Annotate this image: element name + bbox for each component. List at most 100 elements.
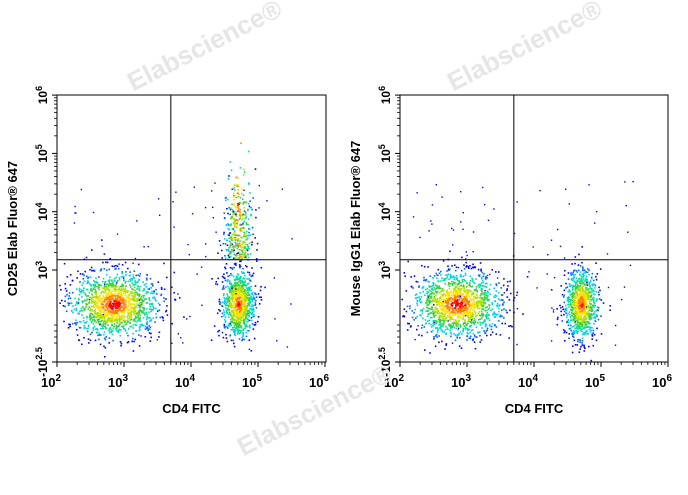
data-point [244, 247, 246, 249]
data-point [149, 317, 151, 319]
data-point [228, 224, 230, 226]
data-point [237, 254, 239, 256]
data-point [568, 306, 570, 308]
data-point [569, 291, 571, 293]
data-point [453, 294, 455, 296]
data-point [582, 266, 584, 268]
data-point [463, 330, 465, 332]
data-point [240, 309, 242, 311]
data-point [244, 339, 246, 341]
data-point [447, 292, 449, 294]
data-point [247, 250, 249, 252]
data-point [139, 294, 141, 296]
data-point [101, 321, 103, 323]
data-point [243, 202, 245, 204]
data-point [89, 297, 91, 299]
data-point [429, 302, 431, 304]
data-point [422, 325, 424, 327]
data-point [432, 325, 434, 327]
data-point [130, 304, 132, 306]
data-point [247, 319, 249, 321]
data-point [595, 321, 597, 323]
data-point [131, 298, 133, 300]
data-point [123, 305, 125, 307]
data-point [452, 298, 454, 300]
data-point [580, 265, 582, 267]
data-point [575, 285, 577, 287]
data-point [579, 274, 581, 276]
data-point [441, 299, 443, 301]
data-point [91, 249, 93, 251]
data-point [430, 293, 432, 295]
data-point [560, 311, 562, 313]
data-point [223, 288, 225, 290]
data-point [233, 276, 235, 278]
data-point [91, 270, 93, 272]
data-point [125, 301, 127, 303]
data-point [178, 333, 179, 334]
data-point [236, 255, 238, 257]
data-point [114, 281, 116, 283]
data-point [81, 292, 83, 294]
data-point [108, 342, 110, 344]
x-tick-label: 106 [309, 373, 329, 390]
data-point [448, 278, 450, 280]
data-point [457, 326, 459, 328]
data-point [242, 296, 244, 298]
data-point [471, 317, 473, 319]
data-point [577, 320, 579, 322]
data-point [243, 256, 245, 258]
data-point [429, 313, 431, 315]
data-point [97, 335, 99, 337]
data-point [577, 289, 579, 291]
data-point [588, 274, 590, 276]
data-point [234, 204, 236, 206]
data-point [230, 283, 232, 285]
data-point [89, 306, 91, 308]
data-point [230, 161, 232, 163]
data-point [459, 309, 461, 311]
data-point [222, 306, 224, 308]
data-point [432, 323, 434, 325]
data-point [474, 266, 476, 268]
data-point [124, 299, 126, 301]
data-point [226, 263, 228, 265]
data-point [452, 308, 454, 310]
data-point [74, 212, 75, 213]
data-point [129, 271, 131, 273]
data-point [128, 296, 130, 298]
data-point [250, 297, 252, 299]
data-point [468, 291, 470, 293]
data-point [249, 289, 251, 291]
data-point [110, 301, 112, 303]
data-point [404, 316, 406, 318]
data-point [115, 295, 117, 297]
data-point [111, 317, 113, 319]
data-point [481, 322, 483, 324]
data-point [116, 301, 118, 303]
data-point [453, 327, 455, 329]
data-point [485, 283, 487, 285]
data-point [235, 207, 237, 209]
data-point [251, 309, 253, 311]
data-point [133, 341, 135, 343]
data-point [234, 290, 236, 292]
data-point [146, 316, 148, 318]
data-point [244, 319, 246, 321]
data-point [98, 339, 100, 341]
data-point [83, 275, 85, 277]
data-point [255, 322, 257, 324]
data-point [233, 258, 235, 260]
data-point [450, 283, 452, 285]
data-point [246, 223, 248, 225]
data-point [260, 296, 262, 298]
data-point [85, 293, 87, 295]
data-point [468, 319, 470, 321]
data-point [235, 296, 237, 298]
data-point [428, 323, 430, 325]
data-point [469, 337, 471, 339]
data-point [476, 326, 478, 328]
data-point [236, 316, 238, 318]
data-point [88, 342, 90, 344]
data-point [135, 258, 136, 259]
